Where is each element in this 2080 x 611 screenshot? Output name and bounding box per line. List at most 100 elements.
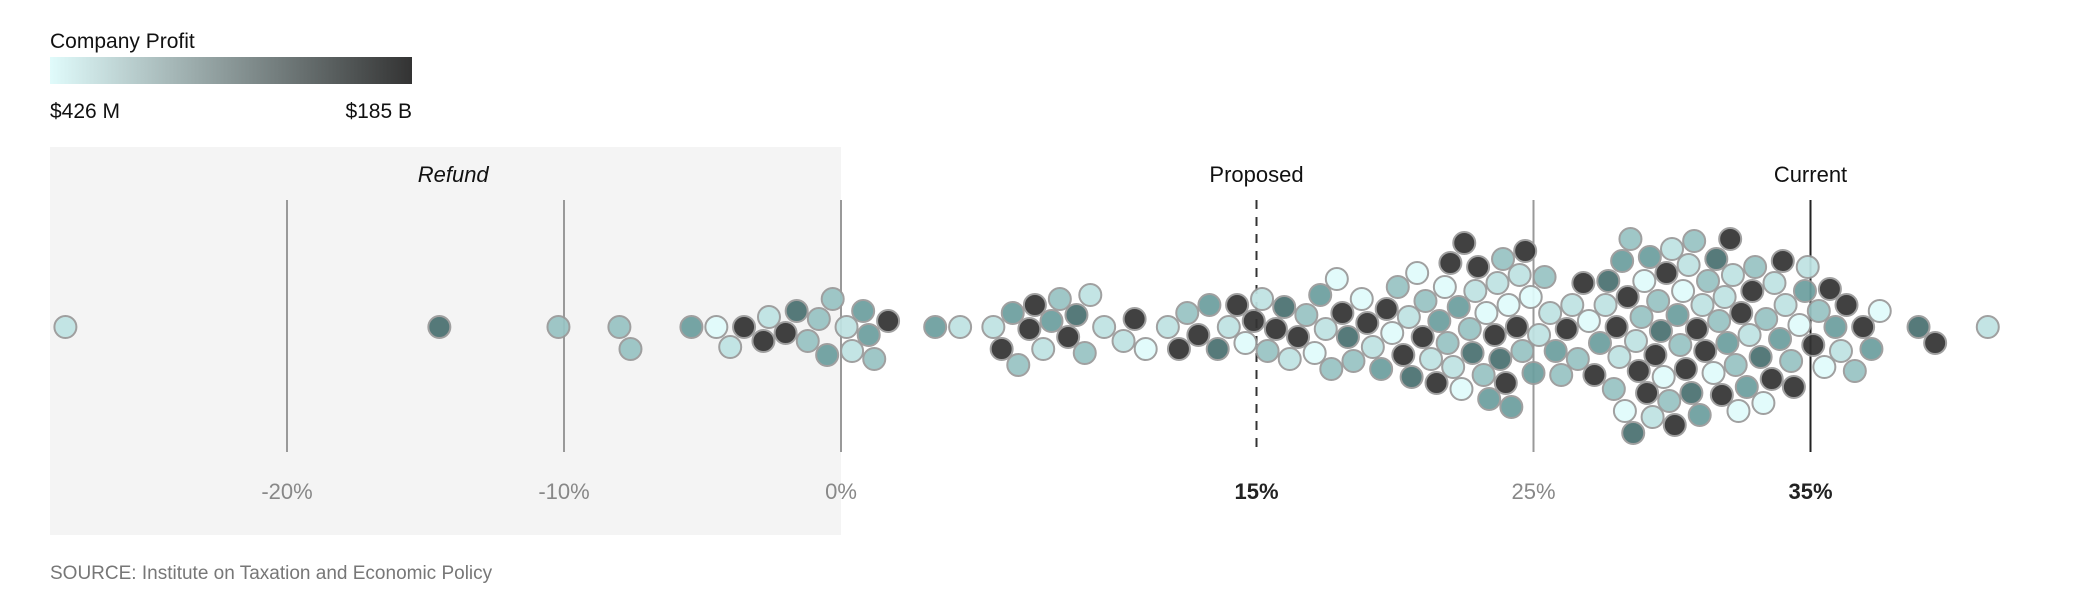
company-dot[interactable] [856,323,881,347]
company-dot[interactable] [1607,345,1632,369]
company-dot[interactable] [1610,249,1635,273]
company-dot[interactable] [1022,293,1047,317]
company-dot[interactable] [1601,377,1626,401]
company-dot[interactable] [756,305,781,329]
company-dot[interactable] [1704,247,1729,271]
company-dot[interactable] [1693,339,1718,363]
company-dot[interactable] [1399,365,1424,389]
company-dot[interactable] [1668,333,1693,357]
company-dot[interactable] [1817,277,1842,301]
company-dot[interactable] [1047,287,1072,311]
company-dot[interactable] [1496,293,1521,317]
company-dot[interactable] [618,337,643,361]
company-dot[interactable] [1582,363,1607,387]
company-dot[interactable] [1457,317,1482,341]
company-dot[interactable] [1308,283,1333,307]
company-dot[interactable] [1859,337,1884,361]
company-dot[interactable] [1449,377,1474,401]
company-dot[interactable] [1723,353,1748,377]
company-dot[interactable] [989,337,1014,361]
company-dot[interactable] [784,299,809,323]
company-dot[interactable] [1604,315,1629,339]
company-dot[interactable] [1779,349,1804,373]
company-dot[interactable] [546,315,571,339]
company-dot[interactable] [1133,337,1158,361]
company-dot[interactable] [1302,341,1327,365]
company-dot[interactable] [1651,365,1676,389]
company-dot[interactable] [1474,301,1499,325]
company-dot[interactable] [718,335,743,359]
company-dot[interactable] [1795,255,1820,279]
company-dot[interactable] [1676,253,1701,277]
company-dot[interactable] [1571,271,1596,295]
company-dot[interactable] [1787,313,1812,337]
company-dot[interactable] [1527,323,1552,347]
company-dot[interactable] [1031,337,1056,361]
company-dot[interactable] [1482,323,1507,347]
company-dot[interactable] [1587,331,1612,355]
company-dot[interactable] [1277,347,1302,371]
company-dot[interactable] [1294,303,1319,327]
company-dot[interactable] [1006,353,1031,377]
company-dot[interactable] [1635,381,1660,405]
company-dot[interactable] [1682,229,1707,253]
company-dot[interactable] [1205,337,1230,361]
company-dot[interactable] [1576,309,1601,333]
company-dot[interactable] [1560,293,1585,317]
company-dot[interactable] [1792,279,1817,303]
company-dot[interactable] [1660,237,1684,261]
company-dot[interactable] [795,329,820,353]
company-dot[interactable] [1532,265,1557,289]
company-dot[interactable] [1319,357,1344,381]
company-dot[interactable] [1632,269,1657,293]
company-dot[interactable] [1759,367,1784,391]
company-dot[interactable] [1477,387,1502,411]
company-dot[interactable] [1078,283,1103,307]
company-dot[interactable] [1438,251,1463,275]
company-dot[interactable] [1385,275,1410,299]
company-dot[interactable] [1623,329,1648,353]
company-dot[interactable] [1748,345,1773,369]
company-dot[interactable] [1197,293,1222,317]
company-dot[interactable] [1410,325,1435,349]
company-dot[interactable] [1241,309,1266,333]
company-dot[interactable] [1715,331,1740,355]
company-dot[interactable] [1851,315,1876,339]
company-dot[interactable] [1690,293,1715,317]
company-dot[interactable] [1615,285,1640,309]
company-dot[interactable] [1923,331,1948,355]
company-dot[interactable] [1554,317,1579,341]
company-dot[interactable] [1064,303,1089,327]
company-dot[interactable] [1543,339,1568,363]
company-dot[interactable] [1263,317,1288,341]
company-dot[interactable] [1380,321,1405,345]
company-dot[interactable] [1452,231,1477,255]
company-dot[interactable] [1593,293,1618,317]
company-dot[interactable] [1729,301,1754,325]
company-dot[interactable] [1166,337,1191,361]
company-dot[interactable] [1313,317,1338,341]
company-dot[interactable] [1330,301,1355,325]
company-dot[interactable] [1360,335,1385,359]
company-dot[interactable] [1391,343,1416,367]
company-dot[interactable] [862,347,887,371]
company-dot[interactable] [1751,391,1776,415]
company-dot[interactable] [427,315,452,339]
company-dot[interactable] [1654,261,1679,285]
company-dot[interactable] [1155,315,1180,339]
company-dot[interactable] [1596,269,1621,293]
company-dot[interactable] [1122,307,1147,331]
company-dot[interactable] [1286,325,1311,349]
company-dot[interactable] [704,315,729,339]
company-dot[interactable] [1463,279,1488,303]
company-dot[interactable] [1460,341,1485,365]
company-dot[interactable] [1709,383,1734,407]
company-dot[interactable] [1737,323,1762,347]
company-dot[interactable] [1707,309,1732,333]
company-dot[interactable] [1493,371,1518,395]
company-dot[interactable] [1618,227,1643,251]
company-dot[interactable] [1629,305,1654,329]
company-dot[interactable] [1072,341,1097,365]
company-dot[interactable] [1349,287,1374,311]
company-dot[interactable] [1734,375,1759,399]
